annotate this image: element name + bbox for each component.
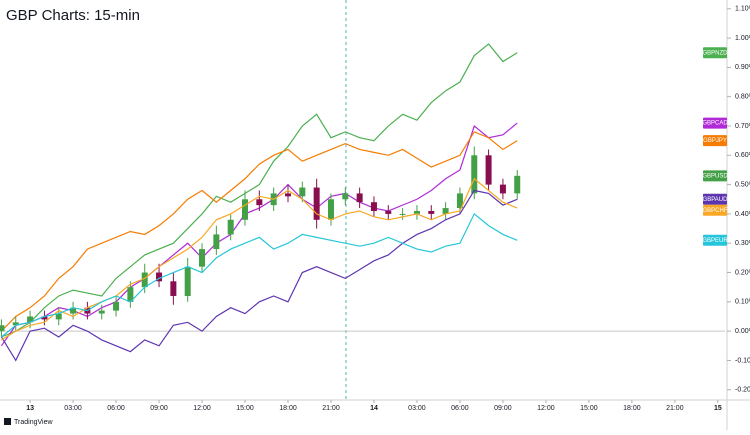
y-tick-label: 1.00%: [735, 35, 750, 42]
legend-tag: [703, 204, 727, 216]
candle-body: [184, 266, 191, 296]
candle-body: [284, 193, 291, 197]
candle-body: [499, 184, 506, 194]
series-line: [1, 212, 518, 338]
candle-body: [156, 272, 163, 282]
x-tick-label: 09:00: [150, 405, 168, 412]
y-tick-label: 0.70%: [735, 123, 750, 130]
series-line: [1, 177, 518, 341]
candle-body: [342, 193, 349, 200]
candle-body: [313, 187, 320, 220]
x-tick-label: 13: [26, 405, 34, 412]
candle-body: [127, 287, 134, 302]
legend-label: GBPNZD: [702, 50, 728, 56]
candle-body: [0, 325, 5, 332]
y-tick-label: 0.80%: [735, 94, 750, 101]
y-tick-label: 0.90%: [735, 64, 750, 71]
legend-label: GBPAUD: [703, 197, 729, 203]
series-line: [1, 131, 518, 332]
candle-body: [456, 193, 463, 209]
y-tick-label: 0.30%: [735, 240, 750, 247]
x-tick-label: 03:00: [64, 405, 82, 412]
footer-brand: TradingView: [14, 419, 53, 426]
candle-body: [27, 316, 34, 323]
candle-body: [442, 208, 449, 214]
candle-body: [514, 175, 521, 194]
x-tick-label: 12:00: [537, 405, 555, 412]
candle-body: [98, 310, 105, 314]
candle-body: [471, 155, 478, 194]
legend-tag: [703, 135, 727, 147]
x-tick-label: 06:00: [107, 405, 125, 412]
candle-body: [242, 199, 249, 220]
candle-body: [213, 234, 220, 250]
candle-body: [299, 187, 306, 197]
legend-tag: [703, 47, 727, 59]
candle-body: [227, 219, 234, 235]
candle-body: [41, 316, 48, 320]
y-tick-label: -0.20%: [735, 387, 750, 394]
y-tick-label: 0.40%: [735, 211, 750, 218]
candle-body: [256, 199, 263, 206]
series-line: [0, 189, 518, 362]
y-tick-label: 0.10%: [735, 299, 750, 306]
x-tick-label: 15:00: [236, 405, 254, 412]
y-tick-label: -0.10%: [735, 357, 750, 364]
x-tick-label: 18:00: [623, 405, 641, 412]
candle-body: [113, 301, 120, 311]
x-tick-label: 12:00: [193, 405, 211, 412]
candle-body: [327, 199, 334, 220]
logo-icon: [4, 418, 11, 425]
candle-body: [356, 193, 363, 203]
y-tick-label: 0.60%: [735, 152, 750, 159]
candle-body: [385, 210, 392, 214]
legend-label: GBPEUR: [702, 238, 728, 244]
series-line: [1, 43, 518, 338]
y-tick-label: 0.20%: [735, 269, 750, 276]
x-tick-label: 06:00: [451, 405, 469, 412]
legend-tag: [703, 117, 727, 129]
candle-body: [199, 249, 206, 267]
legend-tag: [703, 170, 727, 182]
x-tick-label: 09:00: [494, 405, 512, 412]
x-tick-label: 21:00: [322, 405, 340, 412]
legend-label: GBPCHF: [702, 208, 727, 214]
candle-body: [55, 313, 62, 320]
legend-label: GBPCAD: [702, 121, 728, 127]
plot-area: 1.10% 1.00% 0.90% 0.80% 0.70% 0.60% 0.50% 0.40%…: [0, 6, 750, 412]
x-tick-label: 21:00: [666, 405, 684, 412]
candle-body: [170, 281, 177, 296]
legend-label: GBPJPY: [703, 138, 727, 144]
x-tick-label: 03:00: [408, 405, 426, 412]
candle-body: [12, 322, 19, 326]
candle-body: [370, 202, 377, 211]
candle-body: [399, 213, 406, 215]
chart-title: GBP Charts: 15-min: [6, 7, 140, 24]
y-tick-label: 0.00%: [735, 328, 750, 335]
x-tick-label: 15:00: [580, 405, 598, 412]
candle-body: [428, 210, 435, 214]
candle-body: [413, 210, 420, 214]
legend-tag: [703, 193, 727, 205]
candle-body: [141, 272, 148, 288]
x-tick-label: 14: [370, 405, 378, 412]
legend-label: GBPUSD: [702, 173, 728, 179]
candle-body: [485, 155, 492, 185]
legend-tag: [703, 234, 727, 246]
y-tick-label: 0.50%: [735, 181, 750, 188]
x-tick-label: 15: [714, 405, 722, 412]
y-tick-label: 1.10%: [735, 6, 750, 13]
candle-body: [70, 307, 77, 314]
x-tick-label: 18:00: [279, 405, 297, 412]
